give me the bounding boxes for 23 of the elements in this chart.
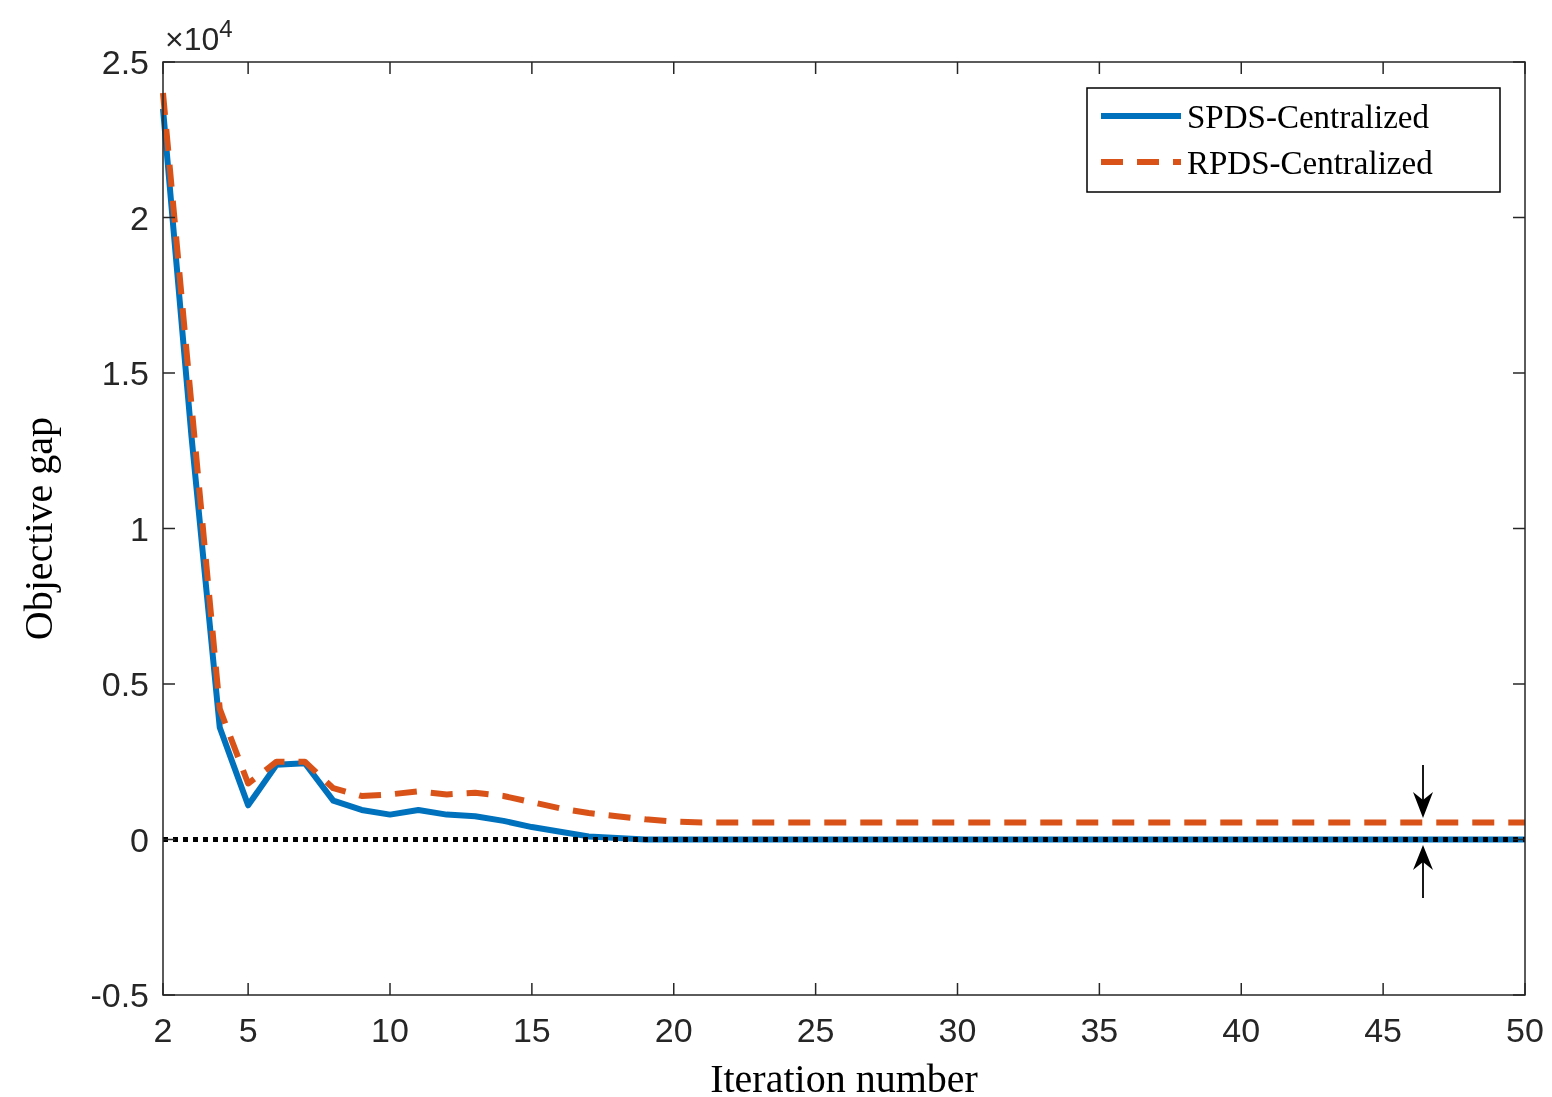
x-tick-label: 2 bbox=[153, 1011, 173, 1049]
x-tick-label: 45 bbox=[1364, 1011, 1403, 1049]
y-tick-label: 2 bbox=[130, 198, 149, 237]
y-tick-label: 1 bbox=[130, 509, 149, 548]
x-tick-label: 30 bbox=[938, 1011, 977, 1049]
x-tick-label: 35 bbox=[1080, 1011, 1119, 1049]
legend-label: RPDS-Centralized bbox=[1187, 145, 1434, 181]
y-tick-label: 0.5 bbox=[101, 665, 149, 703]
y-tick-label: 2.5 bbox=[101, 43, 149, 81]
text: ×10$^{4}$ bbox=[165, 14, 233, 57]
x-tick-label: 15 bbox=[512, 1011, 551, 1049]
x-tick-label: 20 bbox=[654, 1011, 693, 1049]
x-tick-label: 25 bbox=[796, 1011, 835, 1049]
y-tick-label: 0 bbox=[130, 820, 149, 859]
legend-label: SPDS-Centralized bbox=[1187, 99, 1430, 135]
x-tick-label: 40 bbox=[1222, 1011, 1261, 1049]
x-axis-title: Iteration number bbox=[710, 1056, 978, 1097]
x-tick-label: 10 bbox=[371, 1011, 409, 1049]
y-tick-label: 1.5 bbox=[101, 354, 149, 392]
x-tick-label: 5 bbox=[238, 1011, 258, 1049]
y-tick-label: -0.5 bbox=[90, 976, 149, 1014]
y-axis-title: Objective gap bbox=[16, 416, 61, 641]
x-tick-label: 50 bbox=[1506, 1011, 1544, 1049]
